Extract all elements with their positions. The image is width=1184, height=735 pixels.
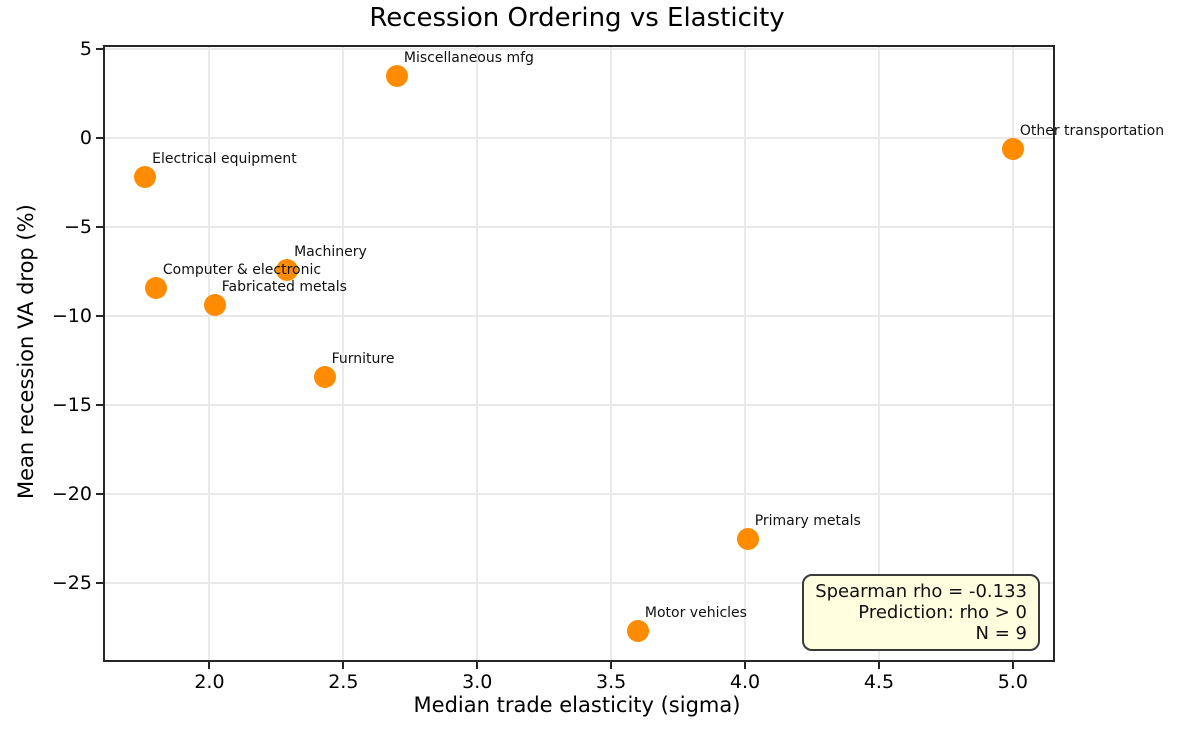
data-point — [385, 64, 408, 87]
y-tick-label: −20 — [51, 483, 92, 506]
y-tick-label: −25 — [51, 572, 92, 595]
y-tick-mark — [96, 404, 103, 407]
data-point — [203, 294, 226, 317]
x-tick-mark — [1011, 662, 1014, 669]
plot-area: 2.0 2.5 3.0 3.5 4.0 4.5 5.0 5 0 −5 −10 −15 −20 −25 Ele… — [52, 38, 1164, 693]
stats-annotation-line: Spearman rho = -0.133 — [815, 581, 1027, 602]
data-point — [134, 166, 157, 189]
point-label: Machinery — [294, 243, 367, 260]
x-tick-label: 3.0 — [462, 671, 493, 693]
point-label: Other transportation — [1019, 122, 1165, 139]
x-tick-label: 3.5 — [596, 671, 627, 693]
y-tick-mark — [96, 47, 103, 50]
point-label: Motor vehicles — [644, 605, 747, 622]
y-gridline — [105, 47, 1053, 50]
x-tick-label: 5.0 — [997, 671, 1028, 693]
y-gridline — [105, 404, 1053, 407]
x-gridline — [476, 47, 479, 660]
y-tick-label: −10 — [51, 305, 92, 328]
y-axis-label: Mean recession VA drop (%) — [14, 204, 38, 499]
point-label: Furniture — [331, 350, 395, 367]
x-gridline — [208, 47, 211, 660]
data-point — [144, 276, 167, 299]
data-point — [1001, 137, 1024, 160]
x-tick-label: 4.0 — [729, 671, 761, 693]
point-label: Fabricated metals — [221, 279, 347, 296]
x-tick-mark — [476, 662, 479, 669]
y-tick-label: 5 — [79, 37, 92, 60]
x-gridline — [877, 47, 880, 660]
y-tick-mark — [96, 315, 103, 318]
x-tick-mark — [744, 662, 747, 669]
x-tick-mark — [877, 662, 880, 669]
data-point — [276, 258, 299, 281]
data-point — [626, 620, 649, 643]
data-point — [313, 365, 336, 388]
x-tick-mark — [610, 662, 613, 669]
x-tick-label: 4.5 — [863, 671, 895, 693]
point-label: Primary metals — [754, 512, 861, 529]
x-gridline — [610, 47, 613, 660]
x-gridline — [342, 47, 345, 660]
point-label: Computer & electronic — [162, 261, 322, 278]
y-tick-mark — [96, 225, 103, 228]
x-tick-mark — [208, 662, 211, 669]
y-gridline — [105, 582, 1053, 585]
x-gridline — [1011, 47, 1014, 660]
stats-annotation-box: Spearman rho = -0.133 Prediction: rho > 0… — [802, 574, 1040, 651]
x-gridline — [744, 47, 747, 660]
y-gridline — [105, 315, 1053, 318]
y-tick-label: 0 — [79, 126, 92, 149]
x-tick-label: 2.0 — [194, 671, 225, 693]
data-point — [736, 527, 759, 550]
x-tick-label: 2.5 — [328, 671, 359, 693]
point-label: Electrical equipment — [152, 151, 297, 168]
y-tick-mark — [96, 136, 103, 139]
chart-title: Recession Ordering vs Elasticity — [369, 3, 785, 33]
y-gridline — [105, 225, 1053, 228]
y-gridline — [105, 493, 1053, 496]
x-tick-mark — [342, 662, 345, 669]
stats-annotation-line: Prediction: rho > 0 — [858, 602, 1027, 623]
point-label: Miscellaneous mfg — [403, 49, 534, 66]
y-tick-label: −5 — [63, 215, 92, 238]
y-gridline — [105, 136, 1053, 139]
y-tick-mark — [96, 493, 103, 496]
stats-annotation-line: N = 9 — [975, 623, 1027, 644]
y-tick-mark — [96, 582, 103, 585]
y-tick-label: −15 — [51, 394, 92, 417]
x-axis-label: Median trade elasticity (sigma) — [413, 693, 741, 717]
